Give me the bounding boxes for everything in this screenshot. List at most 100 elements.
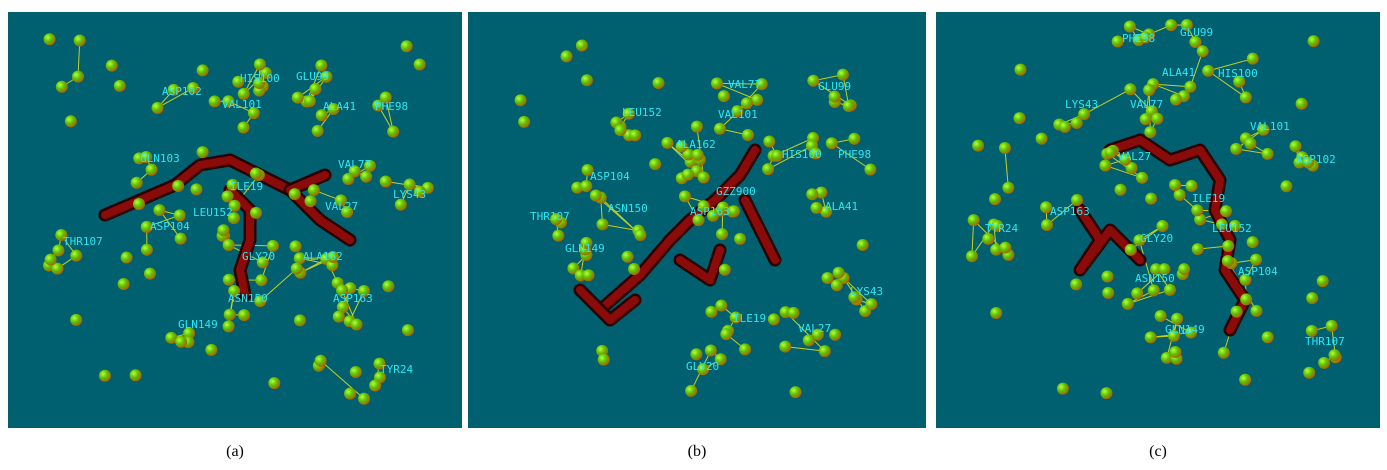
atom <box>1191 204 1204 217</box>
atom <box>304 195 317 208</box>
atom <box>55 80 68 93</box>
atom <box>1002 181 1015 194</box>
atom <box>222 238 235 251</box>
atom <box>320 70 333 83</box>
atom <box>360 170 373 183</box>
atom <box>575 39 588 52</box>
atom <box>387 125 400 138</box>
ligand <box>101 156 354 244</box>
atom <box>309 82 322 95</box>
atom <box>358 392 371 405</box>
atom <box>394 198 407 211</box>
residue-label: HIS100 <box>240 72 280 85</box>
atom <box>400 40 413 53</box>
residue-label: THR107 <box>530 210 570 223</box>
atom <box>809 147 822 160</box>
residue-label: LEU152 <box>1212 222 1252 235</box>
atom <box>1305 324 1318 337</box>
residue-label: HIS100 <box>782 148 822 161</box>
atom <box>237 87 250 100</box>
atom <box>714 353 727 366</box>
atom <box>222 320 235 333</box>
atom <box>1261 331 1274 344</box>
atom <box>990 243 1003 256</box>
atom <box>1156 219 1169 232</box>
atom <box>1124 83 1137 96</box>
atom <box>1163 283 1176 296</box>
atom <box>560 50 573 63</box>
residue-label: PHE98 <box>838 148 871 161</box>
atom <box>661 136 674 149</box>
bond <box>1105 165 1143 179</box>
atom <box>596 218 609 231</box>
bond <box>736 83 763 112</box>
atom <box>1261 147 1274 160</box>
residue-label: ASP104 <box>1238 265 1278 278</box>
atom <box>1302 156 1315 169</box>
ligand <box>596 146 759 314</box>
atom <box>1154 310 1167 323</box>
atom <box>589 189 602 202</box>
atom <box>290 262 303 275</box>
atom <box>253 58 266 71</box>
atom <box>697 363 710 376</box>
atom <box>1070 278 1083 291</box>
atom <box>259 66 272 79</box>
atom <box>1180 18 1193 31</box>
bond <box>157 87 194 109</box>
atom <box>44 253 57 266</box>
atom <box>254 295 267 308</box>
atom <box>807 74 820 87</box>
atom <box>174 232 187 245</box>
atom <box>1178 263 1191 276</box>
atom <box>1171 312 1184 325</box>
atom <box>232 75 245 88</box>
residue-label: VAL27 <box>325 200 358 213</box>
atom <box>315 109 328 122</box>
atom <box>1328 349 1341 362</box>
atom <box>52 244 65 257</box>
residue-label: VAL77 <box>338 158 371 171</box>
atom <box>1221 254 1234 267</box>
atom <box>1303 366 1316 379</box>
atom <box>1169 345 1182 358</box>
atom <box>293 252 306 265</box>
bond <box>1127 289 1171 305</box>
residue-label: LYS43 <box>1065 98 1098 111</box>
atom <box>1222 240 1235 253</box>
atom <box>153 204 166 217</box>
atom <box>716 228 729 241</box>
atom <box>621 250 634 263</box>
atom <box>1114 183 1127 196</box>
atom <box>70 249 83 262</box>
atom <box>120 251 133 264</box>
atom <box>550 213 563 226</box>
atom <box>720 328 733 341</box>
atom <box>681 168 694 181</box>
bond <box>602 223 639 232</box>
ligand <box>286 171 329 194</box>
atom <box>1139 31 1152 44</box>
atom <box>1144 126 1157 139</box>
atom <box>1056 382 1069 395</box>
atom <box>716 201 729 214</box>
atom <box>288 188 301 201</box>
atom <box>734 232 747 245</box>
residue-label: PHE98 <box>1122 32 1155 45</box>
atom <box>208 95 221 108</box>
atom <box>238 309 251 322</box>
atom <box>1246 236 1259 249</box>
atom <box>140 243 153 256</box>
bond <box>1004 147 1009 188</box>
atom <box>303 95 316 108</box>
atom <box>865 298 878 311</box>
atom <box>848 291 861 304</box>
residue-label: ALA162 <box>676 138 716 151</box>
atom <box>717 90 730 103</box>
atom <box>967 214 980 227</box>
atom <box>675 140 688 153</box>
atom <box>614 124 627 137</box>
atom <box>1133 234 1146 247</box>
atom <box>1230 142 1243 155</box>
bond <box>1130 225 1163 251</box>
